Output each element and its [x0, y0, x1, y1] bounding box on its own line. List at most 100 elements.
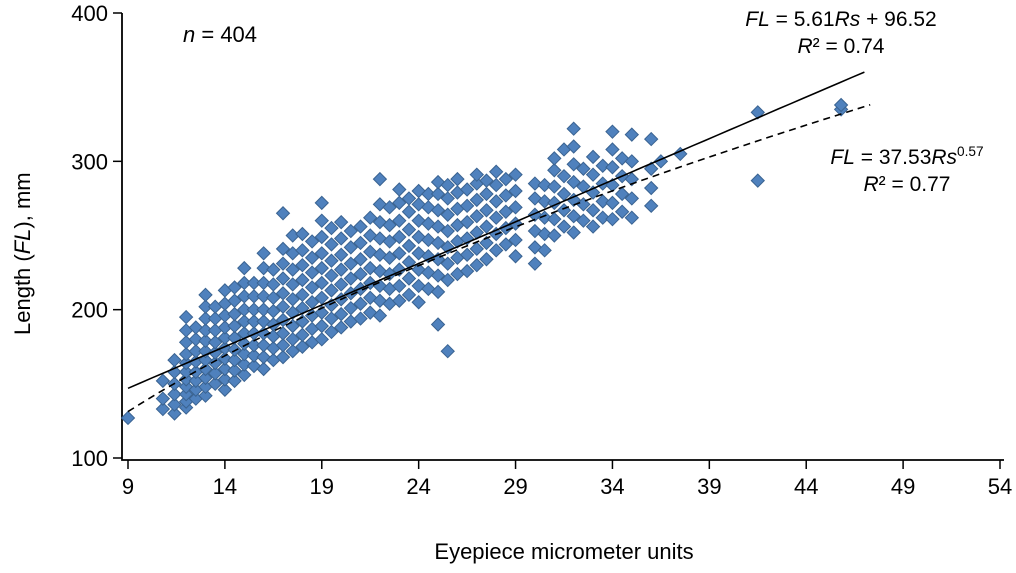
data-point — [566, 174, 581, 190]
data-point — [624, 210, 640, 225]
data-point — [167, 387, 182, 402]
y-axis-title: Length (FL), mm — [10, 172, 36, 335]
data-point — [285, 343, 300, 359]
data-point — [411, 246, 426, 261]
data-point — [343, 271, 359, 286]
data-point — [595, 210, 610, 225]
data-point — [188, 320, 204, 335]
x-tick-label: 34 — [600, 474, 624, 499]
data-point — [207, 345, 223, 360]
data-point — [430, 203, 446, 218]
data-point — [266, 262, 281, 277]
data-point — [246, 275, 262, 291]
data-point — [198, 333, 213, 349]
data-point — [605, 195, 620, 211]
data-point — [227, 293, 242, 308]
data-point — [237, 275, 252, 291]
data-point — [576, 161, 591, 176]
data-point — [207, 335, 223, 350]
x-tick-label: 54 — [988, 474, 1012, 499]
data-point — [508, 183, 523, 199]
data-point — [401, 287, 417, 303]
data-point — [566, 121, 581, 136]
data-point — [392, 213, 407, 228]
data-point — [479, 203, 494, 218]
data-point — [314, 213, 329, 228]
data-point — [217, 330, 233, 346]
data-point — [304, 280, 320, 295]
data-point — [411, 278, 426, 294]
data-point — [266, 277, 281, 292]
linear-eq-rs: Rs — [834, 8, 861, 31]
data-point — [566, 209, 581, 224]
data-point — [246, 289, 262, 304]
data-point — [537, 210, 552, 225]
x-tick-label: 14 — [213, 474, 237, 499]
data-point — [198, 370, 213, 386]
data-point — [605, 160, 620, 175]
sample-size-annotation: n = 404 — [183, 22, 257, 48]
data-point — [527, 176, 543, 191]
x-tick-label: 29 — [503, 474, 527, 499]
data-point — [401, 254, 417, 270]
data-point — [547, 179, 562, 194]
data-point — [421, 249, 436, 264]
data-point — [167, 397, 182, 412]
data-point — [372, 308, 388, 323]
data-point — [392, 293, 407, 308]
data-point — [304, 250, 320, 265]
data-point — [324, 268, 339, 283]
data-point — [237, 289, 252, 304]
data-point — [750, 173, 765, 188]
data-point — [585, 219, 601, 234]
data-point — [343, 223, 359, 239]
data-point — [353, 235, 368, 251]
data-point — [508, 232, 523, 248]
data-point — [479, 219, 494, 234]
data-point — [459, 231, 475, 246]
data-point — [343, 256, 359, 271]
y-axis-title-suffix: ), mm — [10, 172, 35, 229]
data-point — [198, 361, 213, 377]
data-point — [256, 260, 271, 276]
data-point — [295, 257, 310, 273]
y-axis-title-variable: FL — [10, 228, 35, 255]
data-point — [488, 210, 504, 225]
data-point — [614, 186, 630, 202]
data-point — [275, 299, 291, 314]
data-point — [353, 219, 368, 234]
data-point — [324, 237, 339, 252]
data-point — [643, 131, 659, 147]
data-point — [430, 235, 446, 251]
data-point — [285, 292, 300, 307]
data-point — [353, 252, 368, 267]
data-point — [595, 194, 610, 209]
linear-eq-tail: + 96.52 — [860, 8, 937, 31]
x-axis-title: Eyepiece micrometer units — [434, 539, 694, 564]
data-point — [155, 401, 171, 417]
data-point — [479, 173, 494, 188]
data-point — [266, 290, 281, 306]
power-r-squared-line: R² = 0.77 — [782, 171, 1016, 198]
data-point — [440, 272, 455, 288]
data-point — [421, 186, 436, 202]
data-point — [430, 219, 446, 234]
data-point — [585, 203, 601, 218]
x-tick-label: 19 — [310, 474, 334, 499]
data-point — [421, 232, 436, 248]
data-point — [401, 271, 417, 286]
power-eq-rs: Rs — [931, 146, 958, 169]
data-point — [440, 343, 455, 359]
data-point — [256, 275, 271, 291]
data-point — [401, 222, 417, 237]
y-tick-label: 100 — [71, 446, 108, 471]
data-point — [353, 296, 368, 311]
data-point — [411, 295, 426, 310]
data-point — [643, 198, 659, 214]
data-point — [324, 253, 339, 268]
data-point — [207, 376, 223, 392]
data-point — [469, 209, 485, 224]
linear-equation-line: FL = 5.61Rs + 96.52 — [706, 6, 976, 33]
data-point — [324, 324, 339, 340]
